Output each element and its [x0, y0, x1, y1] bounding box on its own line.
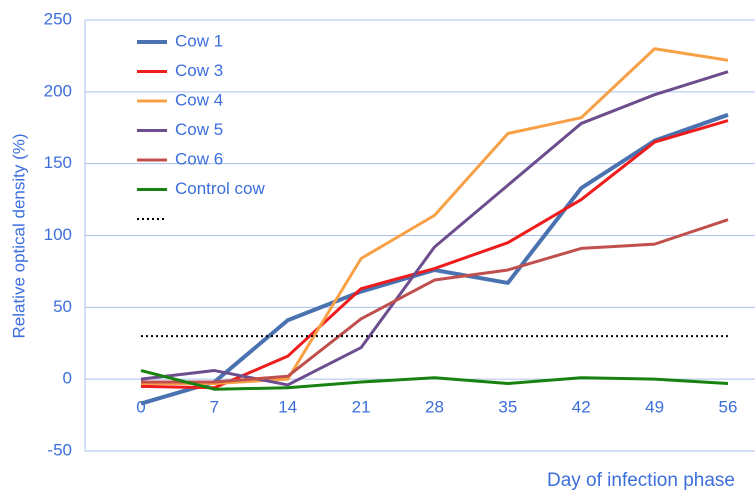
x-tick-label: 7 — [210, 397, 219, 416]
series-line — [141, 47, 729, 385]
x-tick-label: 0 — [136, 397, 145, 416]
legend-label: Cow 3 — [175, 61, 223, 80]
series-line — [140, 70, 729, 387]
x-axis-label: Day of infection phase — [547, 470, 735, 491]
x-tick-label: 21 — [352, 397, 371, 416]
series-line — [140, 112, 729, 406]
series-line — [141, 218, 729, 384]
legend-label: Cow 4 — [175, 90, 223, 109]
y-axis-label: Relative optical density (%) — [9, 133, 28, 338]
x-tick-label: 28 — [425, 397, 444, 416]
y-tick-label: 150 — [44, 153, 72, 172]
y-tick-label: 100 — [44, 225, 72, 244]
y-tick-label: 0 — [63, 369, 72, 388]
x-tick-label: 14 — [278, 397, 297, 416]
y-tick-label: 250 — [44, 9, 72, 28]
y-tick-label: -50 — [47, 440, 72, 459]
legend-label: Cow 5 — [175, 120, 223, 139]
y-tick-label: 50 — [53, 297, 72, 316]
series-line — [140, 119, 729, 390]
x-tick-label: 35 — [498, 397, 517, 416]
x-tick-label: 49 — [645, 397, 664, 416]
legend-label: Control cow — [175, 179, 265, 198]
legend-label: Cow 6 — [175, 149, 223, 168]
y-tick-label: 200 — [44, 81, 72, 100]
x-tick-label: 56 — [719, 397, 738, 416]
series-line — [140, 369, 729, 391]
legend-label: Cow 1 — [175, 31, 223, 50]
x-tick-label: 42 — [572, 397, 591, 416]
